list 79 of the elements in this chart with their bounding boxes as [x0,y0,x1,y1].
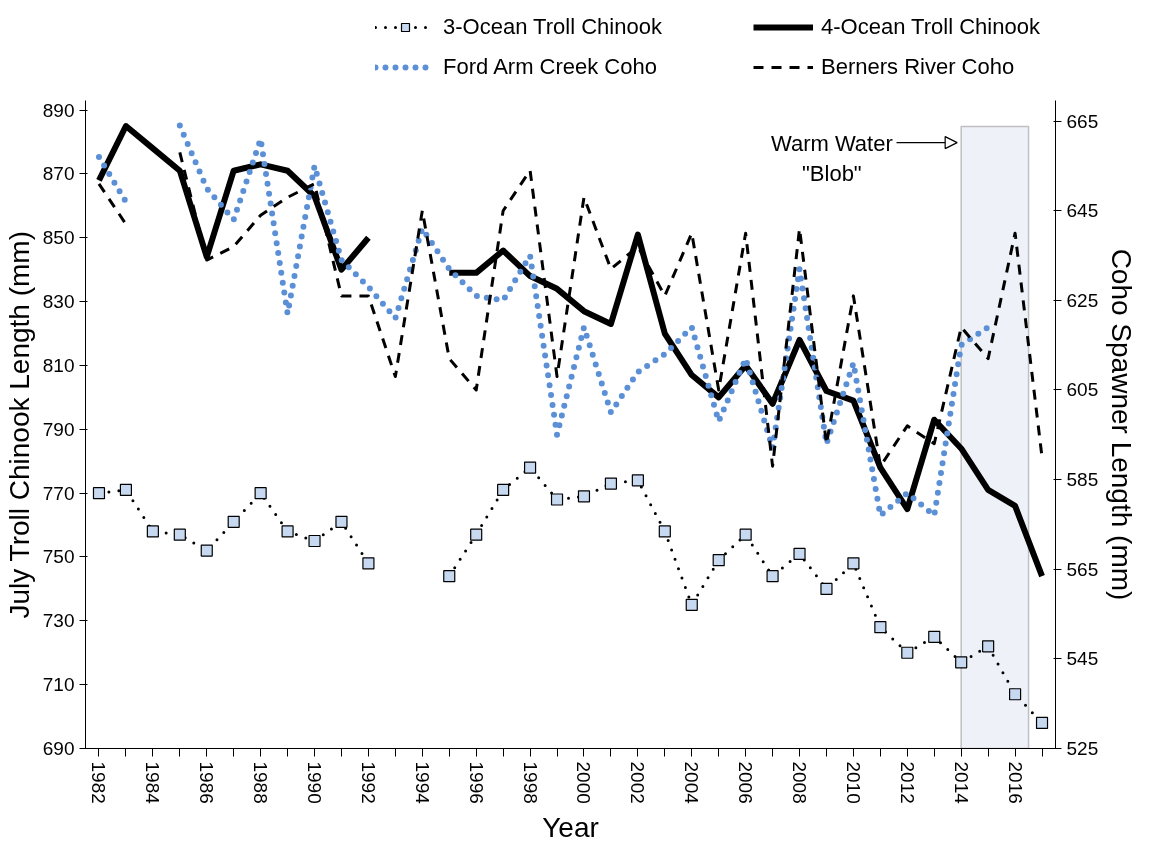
y-tick-label: 850 [42,227,75,249]
point [470,528,483,541]
point [443,570,456,583]
point [874,621,887,634]
point [739,528,752,541]
y-tick-label: 690 [42,738,75,759]
x-tick-label: 2002 [627,761,649,804]
y-tick-label: 710 [42,674,75,696]
y2-tick-label: 525 [1066,738,1099,759]
y2-tick-label: 625 [1066,289,1099,311]
x-tick-label: 1988 [250,761,272,804]
point [200,544,213,557]
x-tick-label: 2014 [950,761,972,805]
point [523,461,537,474]
x-tick-label: 1986 [196,761,218,804]
point [712,554,725,567]
x-tick-label: 2004 [681,761,703,805]
point [281,525,294,538]
x-tick-label: 2010 [842,761,864,804]
point [928,630,941,643]
x-tick-label: 2012 [896,761,918,804]
x-tick-label: 2016 [1004,761,1026,804]
point [658,525,671,538]
point [604,477,618,490]
point [793,547,806,560]
x-axis-title: Year [542,811,599,843]
point [362,557,375,570]
point [497,483,510,497]
point [982,640,995,653]
y-tick-label: 730 [42,610,75,632]
x-tick-label: 1998 [519,761,541,804]
point [685,598,698,611]
y2-tick-label: 665 [1066,110,1099,132]
legend-label: Berners River Coho [821,54,1016,80]
band-label: Warm Water "Blob" [770,131,893,187]
x-tick-label: 1990 [304,761,326,804]
point [901,646,914,659]
x-tick-label: 2000 [573,761,595,804]
legend-label: Ford Arm Creek Coho [443,54,658,80]
point [955,656,968,669]
x-tick-label: 1992 [357,761,379,804]
point [227,515,240,528]
y2-axis-title: Coho Spawner Length (mm) [1106,248,1138,601]
y-tick-label: 750 [42,546,75,568]
y-tick-label: 770 [42,482,75,504]
point [254,487,267,500]
x-tick-label: 1984 [142,761,164,805]
y2-tick-label: 645 [1066,200,1099,222]
x-tick-label: 2006 [735,761,757,804]
point [766,570,779,583]
point [1035,716,1049,730]
x-tick-label: 1994 [411,761,433,805]
point [92,487,106,500]
y2-tick-label: 605 [1066,379,1099,401]
point [146,525,159,538]
y-axis-title: July Troll Chinook Length (mm) [3,231,35,619]
point [335,515,348,528]
y2-tick-label: 565 [1066,558,1099,580]
point [308,534,321,548]
legend-label: 4-Ocean Troll Chinook [821,14,1041,40]
point [847,557,860,570]
y2-tick-label: 545 [1066,648,1099,670]
point [119,483,133,497]
y2-tick-label: 585 [1066,469,1099,491]
y-tick-label: 890 [42,99,75,121]
point [1008,688,1022,701]
y-tick-label: 810 [42,354,75,376]
y-tick-label: 790 [42,418,75,440]
x-tick-label: 2008 [789,761,811,804]
point [550,493,564,506]
y-tick-label: 870 [42,163,75,185]
point [173,528,186,541]
legend-label: 3-Ocean Troll Chinook [443,14,663,40]
y-tick-label: 830 [42,291,75,313]
point [577,490,591,503]
x-tick-label: 1996 [465,761,487,804]
point [820,582,833,595]
x-tick-label: 1982 [88,761,110,804]
point [631,474,644,487]
